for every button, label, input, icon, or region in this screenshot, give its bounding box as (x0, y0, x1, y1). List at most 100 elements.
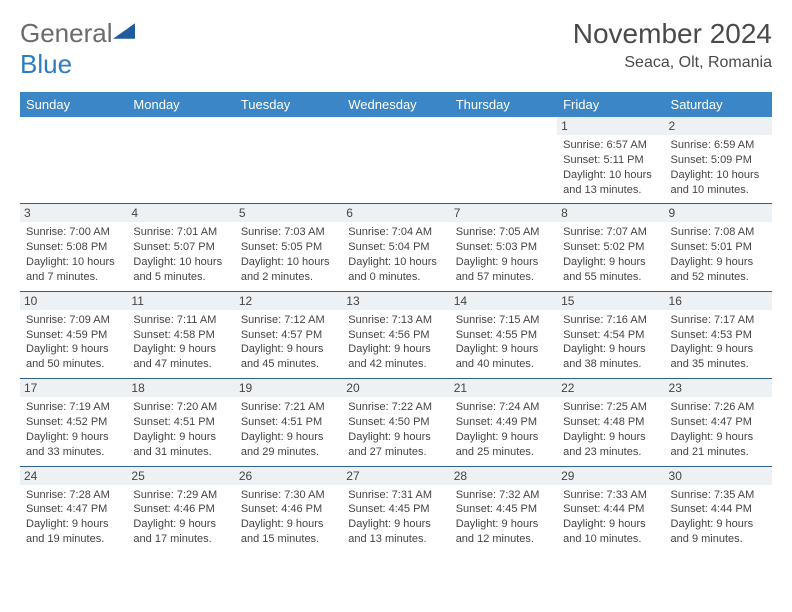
weekday-header: Thursday (450, 92, 557, 117)
sunset-text: Sunset: 4:53 PM (671, 328, 766, 343)
day-number: 29 (557, 467, 664, 485)
calendar-cell: 7Sunrise: 7:05 AMSunset: 5:03 PMDaylight… (450, 204, 557, 291)
day-number: 24 (20, 467, 127, 485)
calendar-cell: 28Sunrise: 7:32 AMSunset: 4:45 PMDayligh… (450, 466, 557, 553)
logo-triangle-icon (113, 20, 135, 42)
dl1-text: Daylight: 9 hours (456, 430, 551, 445)
dl2-text: and 10 minutes. (563, 532, 658, 547)
dl1-text: Daylight: 9 hours (563, 255, 658, 270)
calendar-table: SundayMondayTuesdayWednesdayThursdayFrid… (20, 92, 772, 553)
calendar-row: 24Sunrise: 7:28 AMSunset: 4:47 PMDayligh… (20, 466, 772, 553)
sunset-text: Sunset: 5:05 PM (241, 240, 336, 255)
dl2-text: and 21 minutes. (671, 445, 766, 460)
day-number: 21 (450, 379, 557, 397)
day-number: 17 (20, 379, 127, 397)
calendar-cell: 11Sunrise: 7:11 AMSunset: 4:58 PMDayligh… (127, 291, 234, 378)
weekday-header: Tuesday (235, 92, 342, 117)
sunrise-text: Sunrise: 7:21 AM (241, 400, 336, 415)
sunrise-text: Sunrise: 7:33 AM (563, 488, 658, 503)
dl2-text: and 10 minutes. (671, 183, 766, 198)
weekday-header: Saturday (665, 92, 772, 117)
dl2-text: and 45 minutes. (241, 357, 336, 372)
calendar-cell: 5Sunrise: 7:03 AMSunset: 5:05 PMDaylight… (235, 204, 342, 291)
sunrise-text: Sunrise: 7:25 AM (563, 400, 658, 415)
day-number: 2 (665, 117, 772, 135)
sunrise-text: Sunrise: 7:24 AM (456, 400, 551, 415)
day-number: 5 (235, 204, 342, 222)
dl1-text: Daylight: 9 hours (241, 430, 336, 445)
dl1-text: Daylight: 9 hours (133, 517, 228, 532)
sunrise-text: Sunrise: 7:11 AM (133, 313, 228, 328)
dl2-text: and 13 minutes. (563, 183, 658, 198)
sunset-text: Sunset: 4:47 PM (26, 502, 121, 517)
dl2-text: and 27 minutes. (348, 445, 443, 460)
calendar-cell (342, 117, 449, 204)
dl1-text: Daylight: 9 hours (563, 517, 658, 532)
calendar-cell (20, 117, 127, 204)
sunset-text: Sunset: 5:04 PM (348, 240, 443, 255)
calendar-body: 1Sunrise: 6:57 AMSunset: 5:11 PMDaylight… (20, 117, 772, 553)
calendar-cell: 6Sunrise: 7:04 AMSunset: 5:04 PMDaylight… (342, 204, 449, 291)
day-number: 13 (342, 292, 449, 310)
dl2-text: and 17 minutes. (133, 532, 228, 547)
logo-part2: Blue (20, 49, 72, 79)
dl1-text: Daylight: 9 hours (563, 430, 658, 445)
weekday-header: Wednesday (342, 92, 449, 117)
sunrise-text: Sunrise: 7:31 AM (348, 488, 443, 503)
sunrise-text: Sunrise: 7:15 AM (456, 313, 551, 328)
dl2-text: and 13 minutes. (348, 532, 443, 547)
day-number: 12 (235, 292, 342, 310)
sunrise-text: Sunrise: 7:03 AM (241, 225, 336, 240)
dl1-text: Daylight: 9 hours (563, 342, 658, 357)
dl1-text: Daylight: 9 hours (348, 430, 443, 445)
sunset-text: Sunset: 4:58 PM (133, 328, 228, 343)
dl1-text: Daylight: 9 hours (26, 430, 121, 445)
calendar-cell: 14Sunrise: 7:15 AMSunset: 4:55 PMDayligh… (450, 291, 557, 378)
calendar-cell: 9Sunrise: 7:08 AMSunset: 5:01 PMDaylight… (665, 204, 772, 291)
dl1-text: Daylight: 9 hours (456, 517, 551, 532)
sunset-text: Sunset: 4:48 PM (563, 415, 658, 430)
dl2-text: and 15 minutes. (241, 532, 336, 547)
dl1-text: Daylight: 9 hours (26, 342, 121, 357)
sunset-text: Sunset: 4:47 PM (671, 415, 766, 430)
sunset-text: Sunset: 4:50 PM (348, 415, 443, 430)
day-number: 9 (665, 204, 772, 222)
dl1-text: Daylight: 9 hours (348, 517, 443, 532)
calendar-row: 3Sunrise: 7:00 AMSunset: 5:08 PMDaylight… (20, 204, 772, 291)
header: General Blue November 2024 Seaca, Olt, R… (20, 18, 772, 80)
calendar-cell: 18Sunrise: 7:20 AMSunset: 4:51 PMDayligh… (127, 379, 234, 466)
calendar-head: SundayMondayTuesdayWednesdayThursdayFrid… (20, 92, 772, 117)
day-number: 18 (127, 379, 234, 397)
calendar-cell (235, 117, 342, 204)
dl2-text: and 31 minutes. (133, 445, 228, 460)
dl2-text: and 29 minutes. (241, 445, 336, 460)
dl1-text: Daylight: 9 hours (671, 517, 766, 532)
day-number: 16 (665, 292, 772, 310)
sunset-text: Sunset: 4:45 PM (456, 502, 551, 517)
dl1-text: Daylight: 9 hours (241, 517, 336, 532)
calendar-row: 1Sunrise: 6:57 AMSunset: 5:11 PMDaylight… (20, 117, 772, 204)
sunrise-text: Sunrise: 7:04 AM (348, 225, 443, 240)
calendar-row: 17Sunrise: 7:19 AMSunset: 4:52 PMDayligh… (20, 379, 772, 466)
sunrise-text: Sunrise: 7:19 AM (26, 400, 121, 415)
day-number: 14 (450, 292, 557, 310)
calendar-cell: 1Sunrise: 6:57 AMSunset: 5:11 PMDaylight… (557, 117, 664, 204)
dl1-text: Daylight: 9 hours (671, 430, 766, 445)
day-number: 20 (342, 379, 449, 397)
dl2-text: and 9 minutes. (671, 532, 766, 547)
dl2-text: and 47 minutes. (133, 357, 228, 372)
sunrise-text: Sunrise: 7:17 AM (671, 313, 766, 328)
dl1-text: Daylight: 9 hours (133, 342, 228, 357)
sunset-text: Sunset: 4:56 PM (348, 328, 443, 343)
sunset-text: Sunset: 5:01 PM (671, 240, 766, 255)
sunset-text: Sunset: 4:51 PM (241, 415, 336, 430)
sunset-text: Sunset: 5:02 PM (563, 240, 658, 255)
sunrise-text: Sunrise: 7:13 AM (348, 313, 443, 328)
calendar-cell: 27Sunrise: 7:31 AMSunset: 4:45 PMDayligh… (342, 466, 449, 553)
calendar-cell: 24Sunrise: 7:28 AMSunset: 4:47 PMDayligh… (20, 466, 127, 553)
dl1-text: Daylight: 10 hours (348, 255, 443, 270)
sunset-text: Sunset: 4:57 PM (241, 328, 336, 343)
day-number: 25 (127, 467, 234, 485)
day-number: 7 (450, 204, 557, 222)
dl2-text: and 52 minutes. (671, 270, 766, 285)
